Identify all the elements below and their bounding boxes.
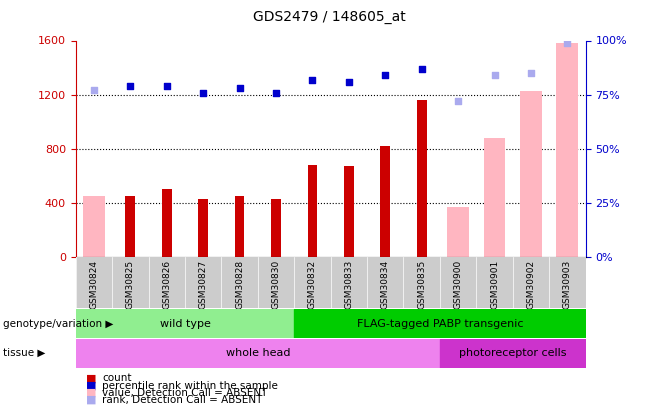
Text: whole head: whole head xyxy=(226,348,290,358)
Bar xyxy=(198,199,208,257)
Point xyxy=(89,87,99,94)
Point xyxy=(490,72,500,79)
Text: GSM30825: GSM30825 xyxy=(126,260,135,309)
Point xyxy=(526,70,536,76)
Bar xyxy=(330,257,367,308)
Bar xyxy=(271,199,281,257)
Bar xyxy=(307,165,317,257)
Bar xyxy=(520,91,542,257)
Point xyxy=(343,79,354,85)
Bar xyxy=(294,257,330,308)
Bar xyxy=(126,196,136,257)
Bar xyxy=(185,257,221,308)
Bar xyxy=(447,207,469,257)
Text: ■: ■ xyxy=(86,395,96,405)
Text: GSM30835: GSM30835 xyxy=(417,260,426,309)
Bar xyxy=(258,257,294,308)
Bar xyxy=(76,339,440,368)
Text: GSM30824: GSM30824 xyxy=(89,260,99,309)
Bar xyxy=(112,257,149,308)
Point xyxy=(417,66,427,72)
Bar xyxy=(83,196,105,257)
Text: GSM30834: GSM30834 xyxy=(381,260,390,309)
Text: ■: ■ xyxy=(86,388,96,398)
Text: value, Detection Call = ABSENT: value, Detection Call = ABSENT xyxy=(102,388,267,398)
Point xyxy=(161,83,172,89)
Bar xyxy=(294,309,586,338)
Bar xyxy=(403,257,440,308)
Point xyxy=(453,98,463,104)
Bar xyxy=(440,257,476,308)
Text: count: count xyxy=(102,373,132,383)
Bar xyxy=(380,146,390,257)
Point xyxy=(234,85,245,92)
Text: GDS2479 / 148605_at: GDS2479 / 148605_at xyxy=(253,10,405,24)
Bar xyxy=(417,100,426,257)
Text: GSM30826: GSM30826 xyxy=(163,260,171,309)
Bar xyxy=(76,309,294,338)
Bar xyxy=(484,138,505,257)
Text: GSM30903: GSM30903 xyxy=(563,260,572,309)
Text: ■: ■ xyxy=(86,373,96,383)
Text: rank, Detection Call = ABSENT: rank, Detection Call = ABSENT xyxy=(102,395,263,405)
Text: wild type: wild type xyxy=(159,319,211,328)
Bar xyxy=(476,257,513,308)
Bar xyxy=(557,43,578,257)
Text: GSM30900: GSM30900 xyxy=(453,260,463,309)
Text: tissue ▶: tissue ▶ xyxy=(3,348,45,358)
Bar xyxy=(513,257,549,308)
Text: ■: ■ xyxy=(86,381,96,390)
Text: percentile rank within the sample: percentile rank within the sample xyxy=(102,381,278,390)
Point xyxy=(380,72,391,79)
Bar xyxy=(367,257,403,308)
Bar xyxy=(235,196,245,257)
Bar xyxy=(149,257,185,308)
Text: FLAG-tagged PABP transgenic: FLAG-tagged PABP transgenic xyxy=(357,319,523,328)
Text: GSM30828: GSM30828 xyxy=(235,260,244,309)
Bar xyxy=(162,190,172,257)
Bar xyxy=(221,257,258,308)
Text: genotype/variation ▶: genotype/variation ▶ xyxy=(3,319,114,328)
Bar xyxy=(440,339,586,368)
Point xyxy=(198,89,209,96)
Text: photoreceptor cells: photoreceptor cells xyxy=(459,348,567,358)
Bar xyxy=(76,257,112,308)
Text: GSM30832: GSM30832 xyxy=(308,260,317,309)
Text: GSM30902: GSM30902 xyxy=(526,260,536,309)
Bar xyxy=(549,257,586,308)
Point xyxy=(270,89,281,96)
Point xyxy=(562,39,572,46)
Text: GSM30901: GSM30901 xyxy=(490,260,499,309)
Point xyxy=(125,83,136,89)
Text: GSM30833: GSM30833 xyxy=(344,260,353,309)
Text: GSM30830: GSM30830 xyxy=(272,260,280,309)
Bar xyxy=(344,166,354,257)
Point xyxy=(307,76,318,83)
Text: GSM30827: GSM30827 xyxy=(199,260,208,309)
